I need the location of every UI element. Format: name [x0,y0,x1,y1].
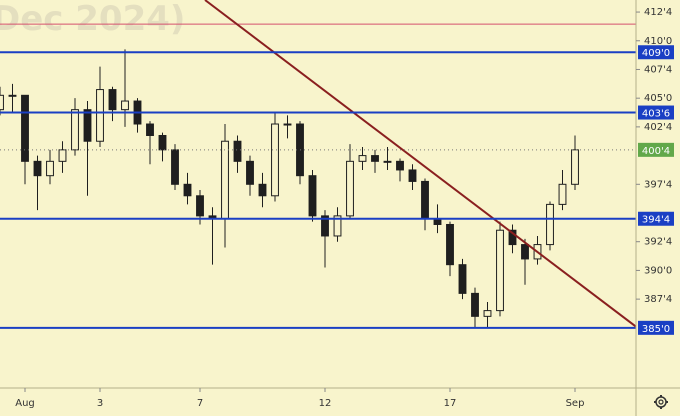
candle-body [508,229,517,246]
level-label: 409'0 [642,48,670,59]
candle-body [271,123,279,197]
candle-body [521,244,529,260]
y-tick-label: 387'4 [644,294,672,305]
level-label-box [638,105,674,120]
plot-area [0,0,636,329]
candle-body [346,160,354,217]
candle-body [108,89,117,111]
y-tick-label: 405'0 [644,93,672,104]
candle-body [183,183,192,197]
candle-body [58,149,67,162]
x-tick-label: 17 [444,398,457,409]
x-tick-label: 12 [319,398,332,409]
candle-body [408,169,417,182]
candle-body [0,94,4,111]
candle-body [171,149,179,185]
level-label: 403'6 [642,109,670,120]
candle-body [233,140,242,162]
x-tick-label: Aug [15,398,35,409]
last-price-box [638,142,674,157]
candle-body [358,155,367,162]
y-tick-label: 412'4 [644,7,672,18]
candle-body [308,175,317,217]
y-tick-label: 402'4 [644,122,672,133]
x-tick-label: Sep [566,398,585,409]
candle-body [246,160,254,185]
candle-body [83,109,92,142]
candle-body [321,215,329,237]
candle-body [146,123,154,136]
level-label-box [638,211,674,226]
candle-body [558,183,567,205]
candle-body [258,183,267,197]
candle-body [283,123,292,126]
level-label-box [638,320,674,335]
candle-body [333,215,342,237]
watermark: Dec 2024) [0,0,185,39]
settings-button[interactable] [654,395,668,409]
candle-body [71,109,79,151]
candle-body [196,195,204,217]
gear-teeth [654,395,668,409]
candle-body [371,155,379,162]
trendline [204,0,636,328]
candle-body [21,94,29,162]
last-price-label: 400'4 [642,146,670,157]
level-label-box [638,45,674,60]
candle-body [96,89,104,142]
candle-body [121,100,129,111]
candle-body [483,310,492,317]
candle-body [571,149,579,185]
y-tick-label: 390'0 [644,265,672,276]
candle-body [221,140,229,220]
y-tick-label: 392'4 [644,237,672,248]
candle-body [546,203,554,246]
candle-body [33,160,42,177]
x-tick-label: 7 [197,398,203,409]
candle-body [158,134,167,151]
level-label: 385'0 [642,324,670,335]
candle-body [8,94,17,97]
candle-body [396,160,404,171]
candle-body [458,264,467,294]
candle-body [383,160,392,163]
level-label: 394'4 [642,215,670,226]
candle-body [421,180,429,220]
candle-body [446,223,454,266]
y-tick-label: 407'4 [644,64,672,75]
axes: 412'4 410'0 407'4 405'0 402'4 397'4 392'4 390'0… [15,7,674,409]
candle-body [471,292,479,317]
y-tick-label: 397'4 [644,179,672,190]
y-tick-label: 410'0 [644,36,672,47]
x-tick-label: 3 [97,398,103,409]
gear-hub [658,399,664,405]
candle-body [46,160,54,177]
candle-body [496,229,504,312]
